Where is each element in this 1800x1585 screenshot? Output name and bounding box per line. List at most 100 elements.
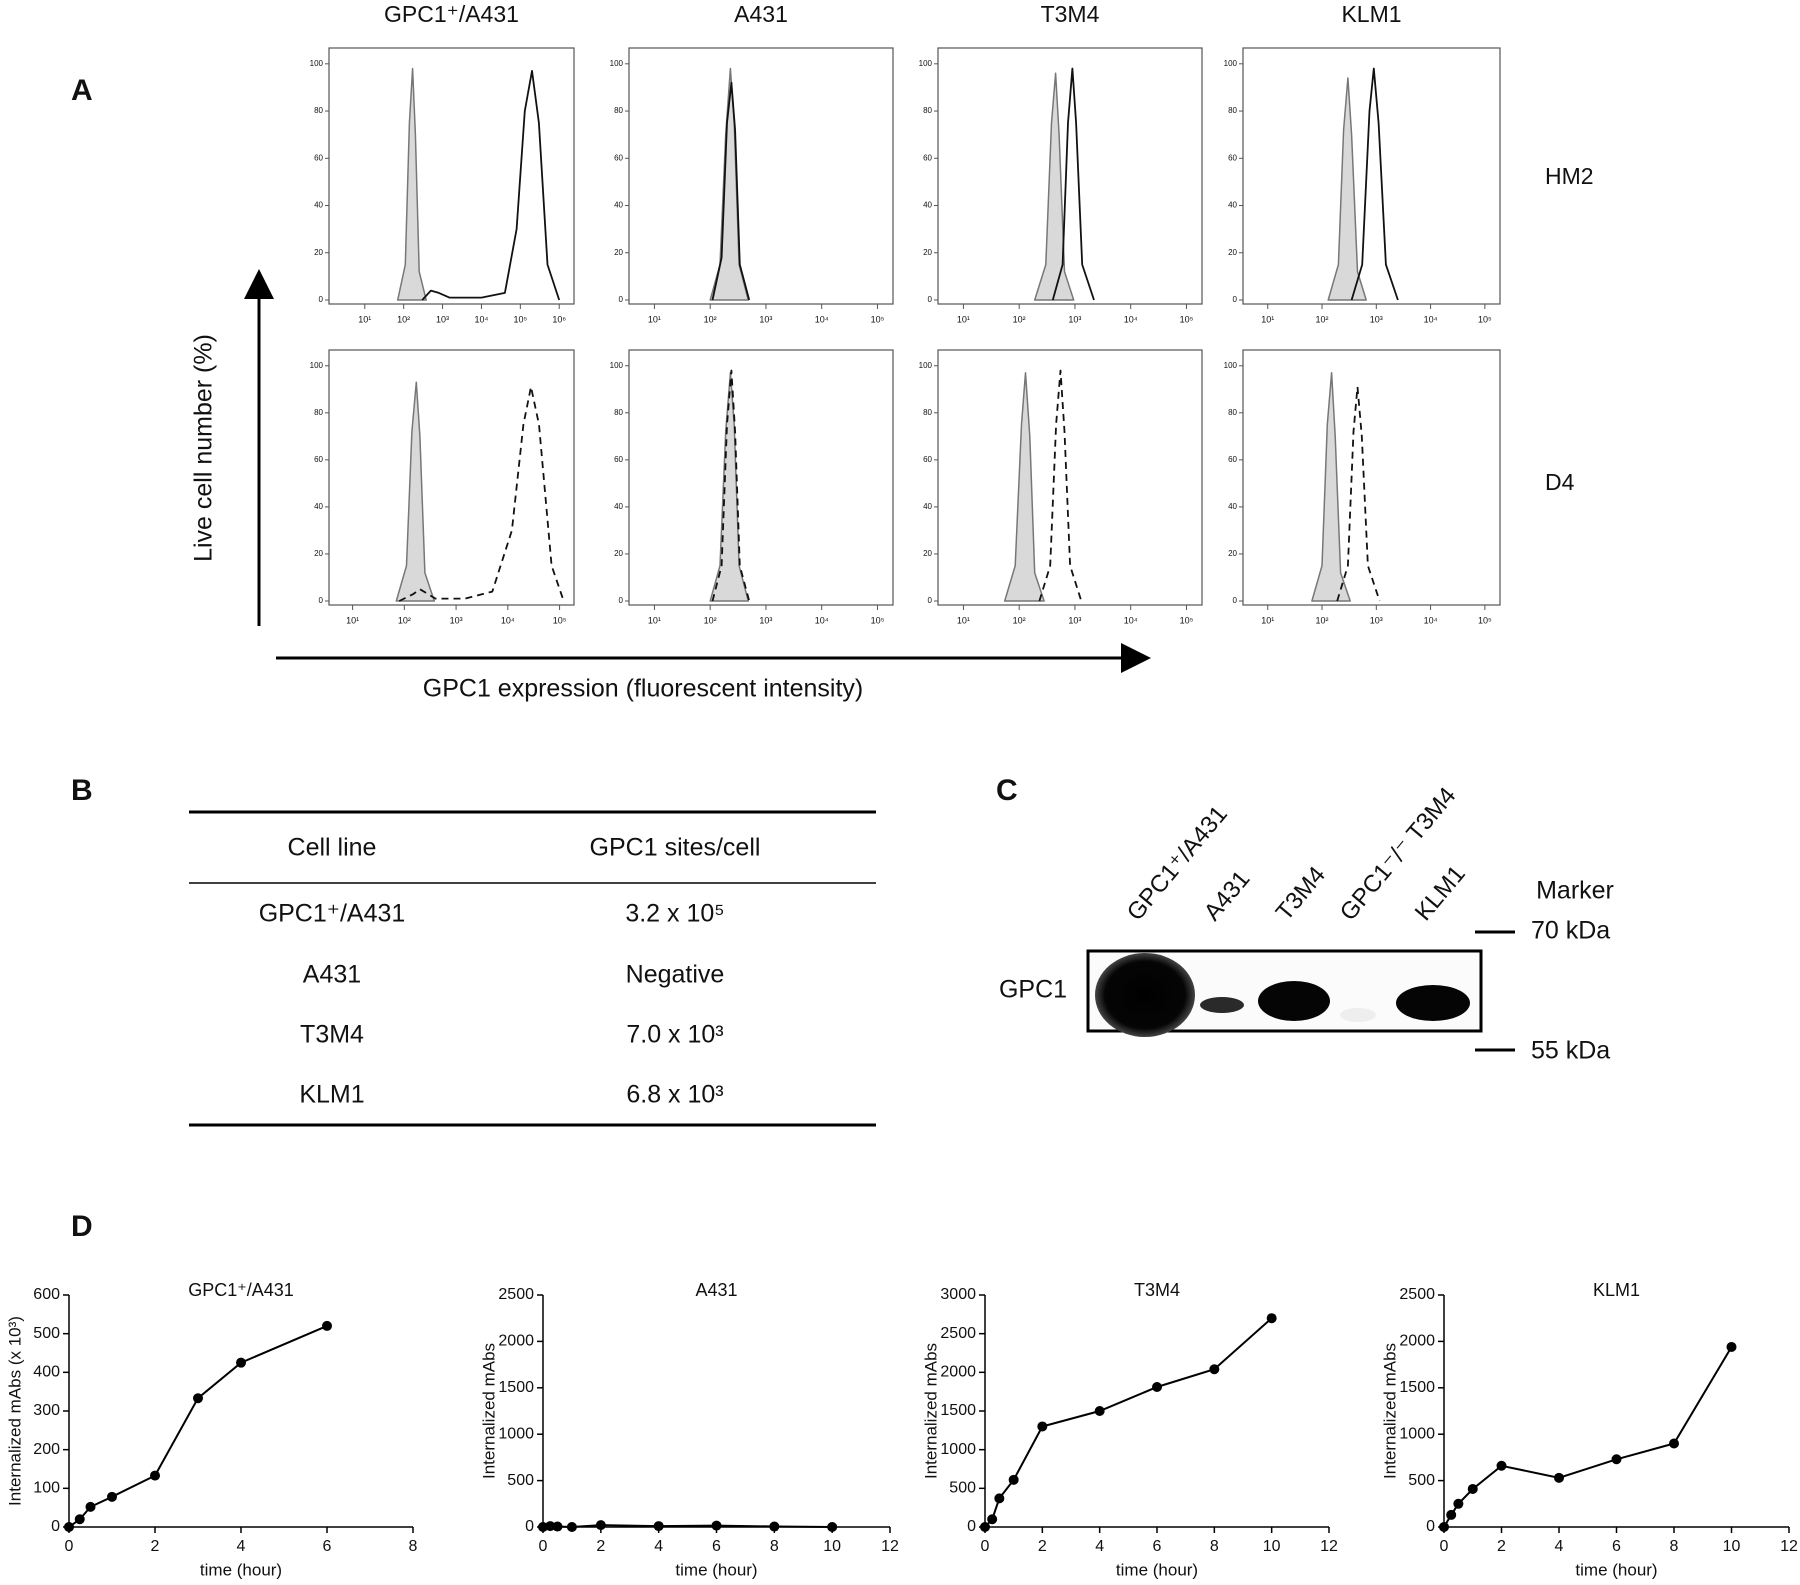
- y-tick-label: 20: [614, 248, 623, 257]
- y-tick-label: 1500: [940, 1402, 976, 1419]
- y-tick-label: 0: [319, 295, 324, 304]
- x-tick-label: 2: [596, 1538, 605, 1555]
- y-tick-label: 40: [614, 502, 623, 511]
- y-tick-label: 40: [1228, 502, 1237, 511]
- y-axis-label: Internalized mAbs: [479, 1343, 498, 1479]
- x-tick-label: 4: [654, 1538, 663, 1555]
- x-tick-label: 10⁴: [1124, 615, 1138, 625]
- y-tick-label: 80: [314, 408, 323, 417]
- y-tick-label: 0: [319, 596, 324, 605]
- x-tick-label: 0: [1440, 1538, 1449, 1555]
- column-title: GPC1⁺/A431: [384, 1, 519, 27]
- y-tick-label: 100: [610, 361, 624, 370]
- plot-frame: [1242, 349, 1501, 606]
- x-tick-label: 2: [1038, 1538, 1047, 1555]
- x-tick-label: 8: [770, 1538, 779, 1555]
- panel-label: B: [71, 774, 93, 807]
- panel-label: A: [71, 74, 93, 107]
- y-axis-label: Internalized mAbs (x 10³): [5, 1316, 24, 1506]
- marker-label: 70 kDa: [1531, 917, 1610, 945]
- y-tick-label: 0: [51, 1518, 60, 1535]
- data-point: [566, 1522, 577, 1532]
- y-tick-label: 100: [310, 59, 324, 68]
- data-point: [322, 1320, 332, 1331]
- panel-a: GPC1⁺/A431 A431 T3M4 KLM1 HM2 D4 0 20 40 60 80 100 1…: [310, 1, 1594, 625]
- x-tick-label: 4: [237, 1538, 246, 1555]
- sample-curve: [1051, 67, 1095, 301]
- data-point: [980, 1522, 990, 1532]
- x-axis-label: time (hour): [200, 1560, 282, 1579]
- data-point: [1152, 1382, 1162, 1393]
- table-cell: Negative: [626, 961, 725, 989]
- data-point: [85, 1501, 96, 1512]
- data-point: [1266, 1313, 1277, 1324]
- chart-title: KLM1: [1593, 1280, 1640, 1300]
- sample-curve: [1038, 369, 1083, 602]
- x-tick-label: 4: [1555, 1538, 1564, 1555]
- chart-title: GPC1⁺/A431: [188, 1280, 294, 1300]
- x-tick-label: 10¹: [957, 615, 970, 625]
- data-point: [1467, 1483, 1478, 1494]
- x-tick-label: 10¹: [346, 615, 359, 625]
- x-tick-label: 10⁴: [815, 615, 829, 625]
- data-point: [595, 1520, 606, 1531]
- data-point: [107, 1491, 117, 1502]
- sample-curve: [1350, 67, 1399, 301]
- y-tick-label: 2000: [1399, 1333, 1435, 1350]
- y-tick-label: 60: [1228, 455, 1237, 464]
- y-tick-label: 80: [923, 408, 932, 417]
- x-tick-label: 10: [1263, 1538, 1281, 1555]
- x-tick-label: 12: [1320, 1538, 1338, 1555]
- data-point: [1611, 1454, 1622, 1465]
- table-cell: 6.8 x 10³: [626, 1081, 723, 1109]
- y-tick-label: 80: [1228, 408, 1237, 417]
- y-tick-label: 1000: [498, 1425, 534, 1442]
- y-tick-label: 2500: [940, 1325, 976, 1342]
- y-tick-label: 20: [614, 549, 623, 558]
- data-point: [1726, 1341, 1737, 1352]
- column-title: KLM1: [1341, 1, 1401, 27]
- x-axis-label: time (hour): [675, 1560, 757, 1579]
- x-tick-label: 10⁴: [501, 615, 515, 625]
- x-tick-label: 10: [1723, 1538, 1741, 1555]
- data-point: [827, 1522, 838, 1532]
- y-tick-label: 500: [949, 1480, 976, 1497]
- band: [1095, 953, 1195, 1037]
- y-tick-label: 500: [33, 1325, 60, 1342]
- x-tick-label: 10⁴: [815, 314, 829, 324]
- y-tick-label: 0: [928, 295, 933, 304]
- x-tick-label: 8: [409, 1538, 418, 1555]
- x-tick-label: 10⁴: [1424, 615, 1438, 625]
- table-header: GPC1 sites/cell: [590, 834, 761, 862]
- panel-label: C: [996, 774, 1018, 807]
- data-point: [1037, 1421, 1048, 1432]
- column-title: A431: [734, 1, 788, 27]
- x-tick-label: 10⁵: [1478, 314, 1492, 324]
- x-tick-label: 0: [539, 1538, 548, 1555]
- y-tick-label: 60: [1228, 153, 1237, 162]
- y-tick-label: 100: [919, 361, 933, 370]
- data-point: [1439, 1522, 1449, 1532]
- data-point: [1446, 1509, 1457, 1520]
- band: [1258, 981, 1330, 1021]
- data-point: [1209, 1364, 1220, 1375]
- y-tick-label: 1500: [1399, 1379, 1435, 1396]
- plot-frame: [328, 47, 575, 305]
- x-tick-label: 6: [1153, 1538, 1162, 1555]
- control-curve: [396, 67, 427, 301]
- y-tick-label: 40: [923, 502, 932, 511]
- data-point: [552, 1521, 563, 1532]
- data-point: [236, 1357, 246, 1368]
- y-tick-label: 2500: [498, 1286, 534, 1303]
- marker-title: Marker: [1536, 877, 1614, 905]
- control-curve: [1327, 77, 1367, 301]
- y-tick-label: 3000: [940, 1286, 976, 1303]
- table: Cell line GPC1 sites/cell GPC1⁺/A431 3.2 x …: [259, 834, 761, 1109]
- y-tick-label: 0: [1426, 1518, 1435, 1535]
- y-tick-label: 60: [314, 153, 323, 162]
- x-tick-label: 10⁵: [1180, 314, 1194, 324]
- x-tick-label: 10¹: [358, 314, 371, 324]
